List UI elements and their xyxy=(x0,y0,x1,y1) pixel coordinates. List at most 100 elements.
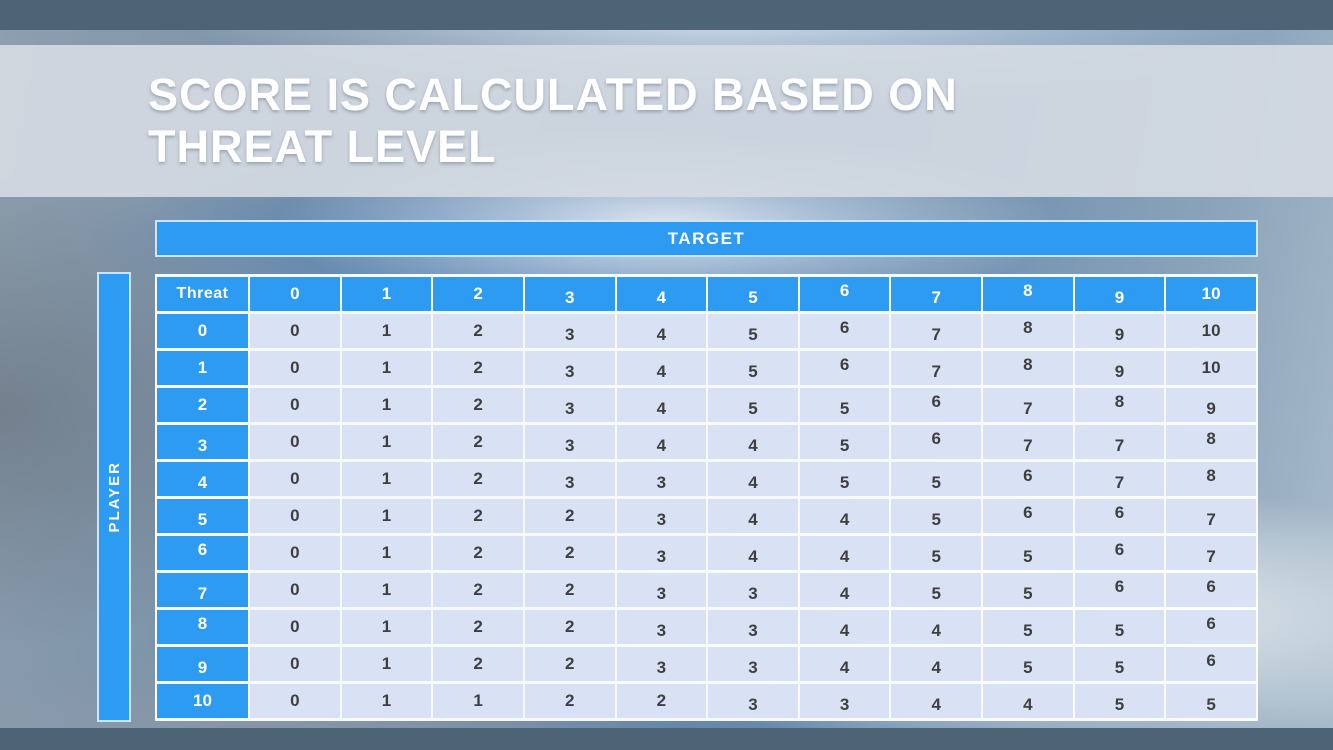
score-cell: 8 xyxy=(1166,425,1256,459)
score-cell: 4 xyxy=(708,462,798,496)
score-cell: 3 xyxy=(708,610,798,644)
score-cell: 5 xyxy=(983,573,1073,607)
score-cell: 0 xyxy=(250,610,340,644)
score-cell: 5 xyxy=(983,536,1073,570)
score-cell: 9 xyxy=(1166,388,1256,422)
score-cell: 0 xyxy=(250,388,340,422)
target-col-header-0: 0 xyxy=(250,277,340,311)
score-cell: 1 xyxy=(341,425,432,459)
score-cell: 1 xyxy=(341,351,432,385)
score-cell: 3 xyxy=(616,573,707,607)
score-cell: 1 xyxy=(433,684,523,718)
score-cell: 2 xyxy=(524,499,615,533)
target-col-header-4: 4 xyxy=(616,277,707,311)
score-cell: 6 xyxy=(1074,499,1165,533)
score-cell: 0 xyxy=(250,314,340,348)
score-cell: 2 xyxy=(433,351,523,385)
score-cell: 0 xyxy=(250,499,340,533)
score-table-head: Threat 0 1 2 3 4 5 6 7 8 9 10 xyxy=(157,277,1256,311)
score-cell: 2 xyxy=(433,610,523,644)
score-cell: 2 xyxy=(433,536,523,570)
score-cell: 4 xyxy=(708,536,798,570)
score-cell: 6 xyxy=(983,462,1073,496)
player-row-header-9: 9 xyxy=(157,647,248,681)
score-cell: 5 xyxy=(1074,684,1165,718)
score-cell: 10 xyxy=(1166,351,1256,385)
score-cell: 4 xyxy=(891,684,981,718)
score-cell: 5 xyxy=(1074,647,1165,681)
score-cell: 4 xyxy=(799,536,890,570)
target-axis-label: TARGET xyxy=(667,228,746,248)
title-line-2: THREAT LEVEL xyxy=(148,121,497,172)
score-cell: 5 xyxy=(1074,610,1165,644)
score-table: Threat 0 1 2 3 4 5 6 7 8 9 10 0 0 1 2 3 4 5 6 7 8 9 10 1 0 1 2 3 4 5 6… xyxy=(155,274,1258,721)
score-cell: 1 xyxy=(341,647,432,681)
player-row-header-0: 0 xyxy=(157,314,248,348)
player-row-header-7: 7 xyxy=(157,573,248,607)
score-cell: 7 xyxy=(891,314,981,348)
score-cell: 7 xyxy=(983,388,1073,422)
target-col-header-1: 1 xyxy=(341,277,432,311)
score-cell: 0 xyxy=(250,573,340,607)
score-cell: 2 xyxy=(524,536,615,570)
score-cell: 1 xyxy=(341,499,432,533)
score-cell: 4 xyxy=(799,573,890,607)
score-cell: 5 xyxy=(891,573,981,607)
player-row-header-6: 6 xyxy=(157,536,248,570)
score-cell: 2 xyxy=(433,388,523,422)
player-row-header-4: 4 xyxy=(157,462,248,496)
score-cell: 0 xyxy=(250,647,340,681)
score-cell: 3 xyxy=(708,647,798,681)
score-cell: 6 xyxy=(1166,610,1256,644)
score-cell: 0 xyxy=(250,351,340,385)
score-cell: 5 xyxy=(891,499,981,533)
score-cell: 0 xyxy=(250,536,340,570)
score-cell: 0 xyxy=(250,462,340,496)
score-cell: 10 xyxy=(1166,314,1256,348)
score-cell: 3 xyxy=(524,314,615,348)
target-col-header-8: 8 xyxy=(983,277,1073,311)
score-cell: 3 xyxy=(524,351,615,385)
score-cell: 2 xyxy=(524,647,615,681)
score-cell: 4 xyxy=(891,647,981,681)
header-row: Threat 0 1 2 3 4 5 6 7 8 9 10 xyxy=(157,277,1256,311)
score-cell: 4 xyxy=(708,425,798,459)
score-cell: 5 xyxy=(891,536,981,570)
score-cell: 6 xyxy=(1166,573,1256,607)
corner-cell-threat: Threat xyxy=(157,277,248,311)
score-cell: 5 xyxy=(983,647,1073,681)
score-cell: 5 xyxy=(799,388,890,422)
score-cell: 8 xyxy=(983,314,1073,348)
score-cell: 1 xyxy=(341,536,432,570)
target-axis-header: TARGET xyxy=(155,220,1258,257)
score-cell: 9 xyxy=(1074,351,1165,385)
score-cell: 9 xyxy=(1074,314,1165,348)
bottom-bar xyxy=(0,728,1333,750)
player-axis-label: PLAYER xyxy=(105,461,123,533)
score-cell: 2 xyxy=(433,314,523,348)
score-cell: 2 xyxy=(616,684,707,718)
target-col-header-9: 9 xyxy=(1074,277,1165,311)
score-cell: 7 xyxy=(891,351,981,385)
score-cell: 1 xyxy=(341,462,432,496)
score-cell: 2 xyxy=(433,425,523,459)
score-cell: 6 xyxy=(1074,573,1165,607)
score-cell: 4 xyxy=(799,610,890,644)
score-cell: 0 xyxy=(250,425,340,459)
score-cell: 7 xyxy=(1166,536,1256,570)
score-cell: 4 xyxy=(616,314,707,348)
score-cell: 1 xyxy=(341,314,432,348)
score-row-0: 0 0 1 2 3 4 5 6 7 8 9 10 xyxy=(157,314,1256,348)
score-cell: 2 xyxy=(433,499,523,533)
score-cell: 8 xyxy=(1074,388,1165,422)
score-cell: 1 xyxy=(341,684,432,718)
score-cell: 7 xyxy=(1074,462,1165,496)
player-row-header-5: 5 xyxy=(157,499,248,533)
target-col-header-10: 10 xyxy=(1166,277,1256,311)
score-cell: 5 xyxy=(799,425,890,459)
score-cell: 4 xyxy=(891,610,981,644)
score-table-body: 0 0 1 2 3 4 5 6 7 8 9 10 1 0 1 2 3 4 5 6 7 8 9 10 2 0 1 2 3 4 5 5 6 7 8 9 3 0… xyxy=(157,314,1256,718)
